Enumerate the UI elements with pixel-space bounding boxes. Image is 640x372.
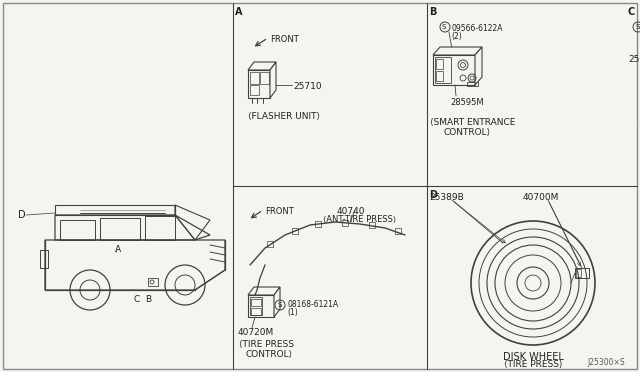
- Text: FRONT: FRONT: [265, 207, 294, 216]
- Bar: [467, 82, 478, 86]
- Text: ⟨ANT-TIRE PRESS⟩: ⟨ANT-TIRE PRESS⟩: [323, 215, 396, 224]
- Bar: [369, 222, 375, 228]
- Text: S: S: [442, 24, 446, 30]
- Polygon shape: [475, 47, 482, 85]
- Text: 40740: 40740: [337, 207, 365, 216]
- Bar: [148, 278, 158, 286]
- Bar: [260, 72, 269, 84]
- Text: FRONT: FRONT: [270, 35, 299, 44]
- Text: C: C: [627, 7, 634, 17]
- Text: 40700M: 40700M: [523, 193, 559, 202]
- Bar: [251, 299, 261, 306]
- Text: CONTROL⟩: CONTROL⟩: [245, 350, 292, 359]
- Bar: [250, 72, 259, 84]
- Bar: [433, 55, 475, 85]
- Text: DISK WHEEL: DISK WHEEL: [502, 352, 563, 362]
- Text: 09566-6122A: 09566-6122A: [451, 24, 502, 33]
- Bar: [436, 71, 443, 81]
- Polygon shape: [270, 62, 276, 98]
- Text: ⟨SMART ENTRANCE: ⟨SMART ENTRANCE: [430, 118, 515, 127]
- Text: (2): (2): [451, 32, 461, 41]
- Text: J25300×S: J25300×S: [588, 358, 625, 367]
- Bar: [576, 269, 581, 277]
- Text: (1): (1): [287, 308, 298, 317]
- Text: S: S: [636, 24, 640, 30]
- Bar: [250, 297, 262, 315]
- Text: C: C: [133, 295, 140, 304]
- Bar: [248, 295, 274, 317]
- Polygon shape: [433, 47, 482, 55]
- Text: D: D: [429, 190, 437, 200]
- Polygon shape: [248, 62, 276, 70]
- Bar: [436, 59, 443, 69]
- Text: 08168-6121A: 08168-6121A: [287, 300, 338, 309]
- Bar: [267, 241, 273, 247]
- Text: A: A: [235, 7, 243, 17]
- Text: 25556: 25556: [628, 55, 640, 64]
- Text: ⟨FLASHER UNIT⟩: ⟨FLASHER UNIT⟩: [248, 112, 320, 121]
- Text: A: A: [115, 245, 121, 254]
- Bar: [315, 221, 321, 227]
- Text: 25710: 25710: [293, 82, 322, 91]
- Text: CONTROL⟩: CONTROL⟩: [444, 128, 491, 137]
- Bar: [250, 85, 259, 95]
- Bar: [40, 250, 48, 268]
- Bar: [292, 228, 298, 234]
- Text: 40720M: 40720M: [238, 328, 275, 337]
- Bar: [251, 308, 261, 315]
- Bar: [435, 57, 451, 83]
- Text: ⟨RECEIVER: ⟨RECEIVER: [638, 118, 640, 127]
- Text: B: B: [429, 7, 436, 17]
- Polygon shape: [274, 287, 280, 317]
- Polygon shape: [248, 287, 280, 295]
- Text: D: D: [18, 210, 26, 220]
- Bar: [342, 220, 348, 226]
- Text: ⟨TIRE PRESS: ⟨TIRE PRESS: [239, 340, 294, 349]
- Text: S: S: [278, 302, 282, 308]
- Bar: [395, 228, 401, 234]
- Text: B: B: [145, 295, 151, 304]
- Text: ⟨TIRE PRESS⟩: ⟨TIRE PRESS⟩: [504, 360, 563, 369]
- Text: 28595M: 28595M: [450, 98, 484, 107]
- Bar: [575, 268, 589, 278]
- Bar: [248, 70, 270, 98]
- Text: 25389B: 25389B: [429, 193, 464, 202]
